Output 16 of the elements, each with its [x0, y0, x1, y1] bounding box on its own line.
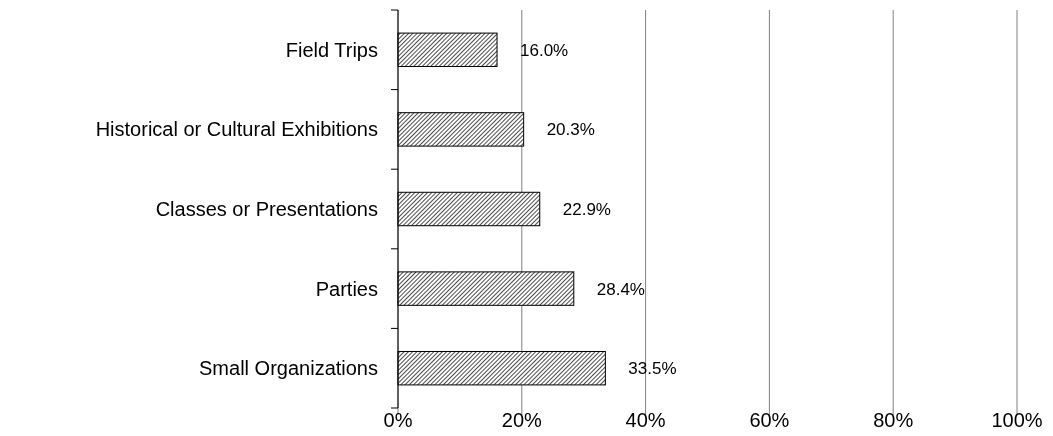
data-label: 22.9%	[562, 199, 611, 219]
data-label: 33.5%	[628, 359, 677, 379]
x-tick-label: 0%	[383, 409, 413, 431]
data-label: 16.0%	[520, 40, 569, 60]
x-tick-label: 40%	[625, 409, 666, 431]
x-tick-label: 60%	[749, 409, 790, 431]
x-tick-label: 20%	[501, 409, 543, 431]
y-tick-label: Small Organizations	[199, 357, 378, 380]
data-label: 20.3%	[546, 120, 595, 140]
y-tick-label: Historical or Cultural Exhibitions	[95, 118, 378, 141]
x-tick-label: 100%	[991, 409, 1043, 431]
y-tick-label: Field Trips	[285, 38, 378, 61]
data-label: 28.4%	[596, 279, 645, 299]
y-tick-label: Parties	[315, 277, 378, 300]
x-tick-label: 80%	[873, 409, 914, 431]
y-tick-label: Classes or Presentations	[155, 198, 378, 220]
